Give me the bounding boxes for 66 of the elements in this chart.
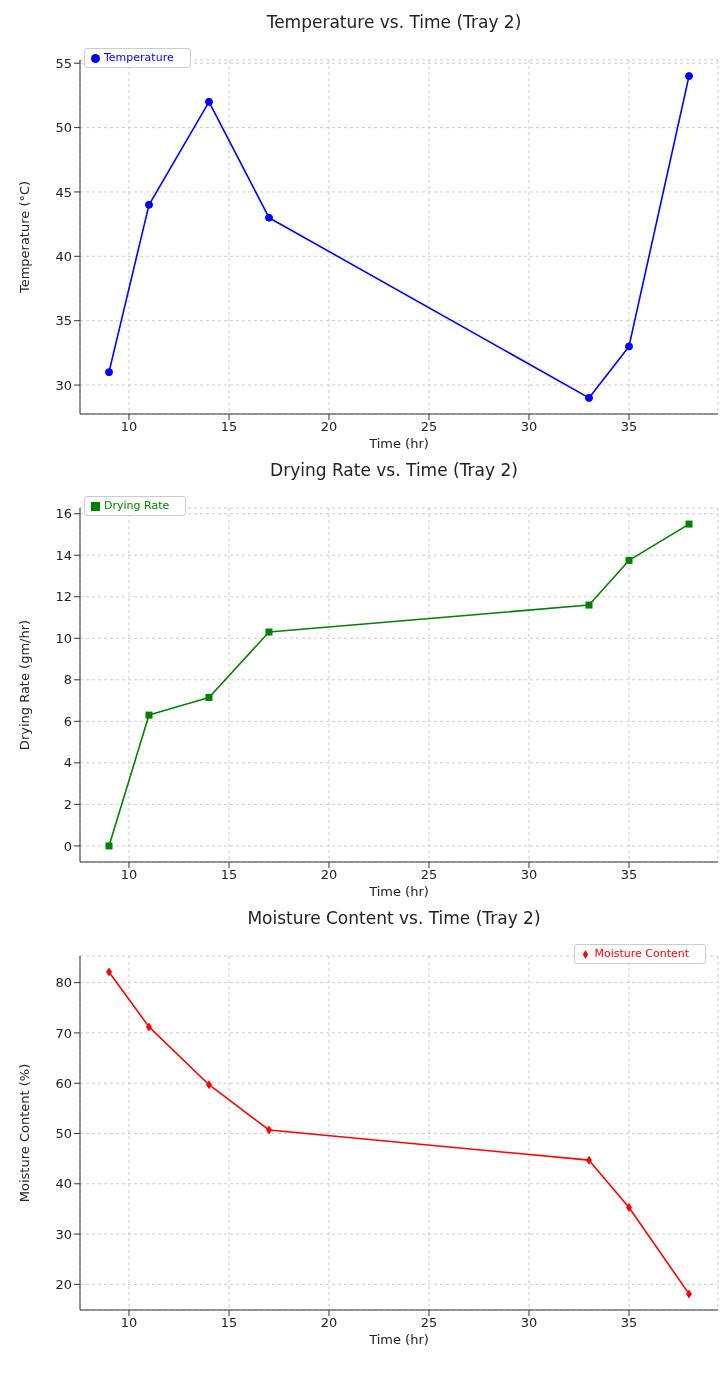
x-tick-label: 25 [420, 867, 438, 883]
x-tick-label: 20 [320, 1315, 338, 1331]
y-tick-label: 40 [55, 248, 72, 264]
x-tick-label: 30 [520, 867, 538, 883]
x-tick-label: 30 [520, 419, 538, 435]
y-tick-label: 55 [55, 55, 72, 71]
y-tick-label: 12 [55, 589, 72, 605]
y-tick-label: 60 [55, 1075, 72, 1091]
point [685, 520, 693, 528]
y-tick-label: 50 [55, 120, 72, 136]
y-tick-label: 35 [55, 313, 72, 329]
y-tick-label: 10 [55, 630, 72, 646]
point [145, 711, 153, 719]
y-axis-title: Temperature (°C) [16, 180, 32, 295]
point [685, 72, 693, 81]
x-tick-label: 15 [220, 1315, 238, 1331]
point [105, 368, 113, 377]
y-tick-label: 4 [63, 755, 72, 771]
x-tick-label: 30 [520, 1315, 538, 1331]
point [205, 693, 213, 701]
x-tick-label: 20 [320, 419, 338, 435]
x-tick-label: 25 [420, 419, 438, 435]
y-axis-title: Drying Rate (gm/hr) [16, 619, 32, 751]
y-tick-label: 45 [55, 184, 72, 200]
point [625, 556, 633, 564]
y-tick-label: 16 [55, 506, 72, 522]
chart-title: Temperature vs. Time (Tray 2) [265, 11, 523, 34]
y-tick-label: 80 [55, 975, 72, 991]
x-axis-title: Time (hr) [368, 884, 429, 899]
point [585, 393, 593, 402]
point [105, 842, 113, 850]
y-tick-label: 0 [63, 838, 72, 854]
y-tick-label: 2 [63, 797, 72, 812]
point [145, 200, 153, 209]
x-axis-title: Time (hr) [368, 436, 429, 451]
y-tick-label: 30 [55, 377, 72, 393]
legend-label: Temperature [104, 51, 174, 64]
chart-title: Moisture Content vs. Time (Tray 2) [246, 907, 542, 930]
x-tick-label: 25 [420, 1315, 438, 1331]
point [205, 97, 213, 106]
x-tick-label: 10 [120, 867, 138, 883]
y-tick-label: 50 [55, 1126, 72, 1142]
x-tick-label: 10 [120, 1315, 138, 1331]
point [265, 628, 273, 636]
y-tick-label: 70 [55, 1025, 72, 1041]
legend-label: Drying Rate [104, 499, 170, 512]
y-tick-label: 40 [55, 1176, 72, 1192]
x-tick-label: 20 [320, 867, 338, 883]
chart-title: Drying Rate vs. Time (Tray 2) [269, 459, 519, 482]
y-tick-label: 8 [63, 672, 72, 688]
x-tick-label: 35 [620, 419, 638, 435]
point [625, 342, 633, 351]
x-tick-label: 35 [620, 867, 638, 883]
x-axis-title: Time (hr) [368, 1332, 429, 1347]
y-tick-label: 14 [55, 547, 72, 563]
point [265, 213, 273, 222]
x-tick-label: 15 [220, 419, 238, 435]
x-tick-label: 10 [120, 419, 138, 435]
y-tick-label: 6 [63, 713, 72, 729]
point [585, 601, 593, 609]
y-tick-label: 30 [55, 1226, 72, 1242]
x-tick-label: 35 [620, 1315, 638, 1331]
y-axis-title: Moisture Content (%) [16, 1063, 32, 1203]
y-tick-label: 20 [55, 1276, 72, 1292]
x-tick-label: 15 [220, 867, 238, 883]
legend-label: Moisture Content [594, 947, 689, 960]
